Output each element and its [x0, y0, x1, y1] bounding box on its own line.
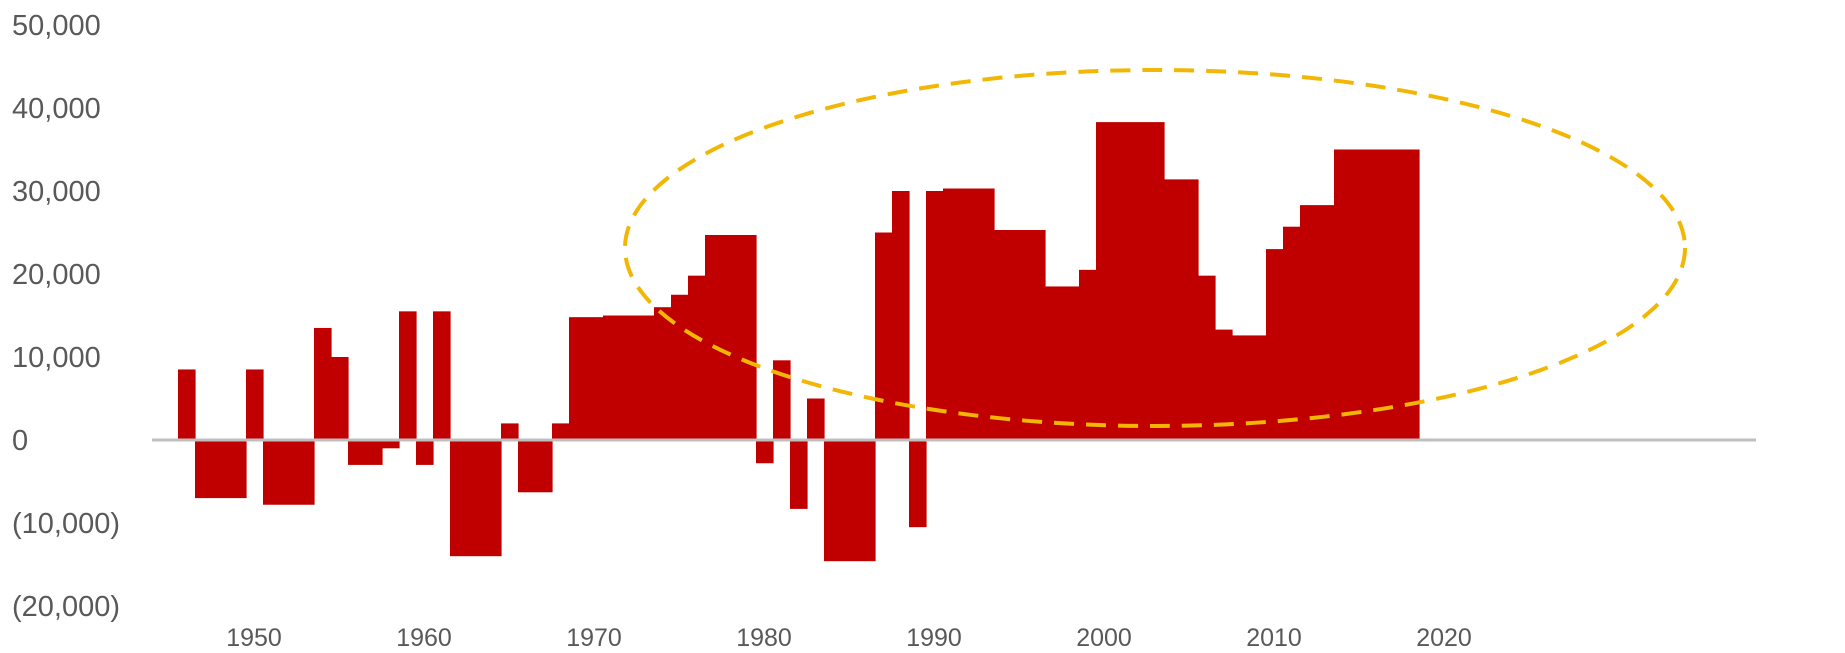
- area-segment: [1283, 226, 1301, 440]
- area-segment: [1215, 329, 1233, 440]
- x-tick-label: 2000: [1076, 624, 1132, 652]
- area-segment: [518, 440, 553, 493]
- y-tick-label: 30,000: [12, 176, 101, 208]
- y-tick-label: 50,000: [12, 10, 101, 42]
- area-segment: [671, 294, 689, 440]
- area-segment: [790, 440, 808, 509]
- area-segment: [773, 360, 791, 440]
- area-segment: [756, 440, 774, 464]
- area-segment: [654, 307, 672, 440]
- area-segment: [195, 440, 247, 499]
- y-tick-label: 0: [12, 425, 28, 457]
- area-segment: [1266, 249, 1284, 440]
- area-segment: [943, 188, 995, 440]
- area-segment: [331, 357, 349, 440]
- x-tick-label: 2020: [1416, 624, 1472, 652]
- area-segment: [1368, 149, 1420, 440]
- area-segment: [1164, 179, 1199, 440]
- y-tick-label: (10,000): [12, 508, 120, 540]
- area-segment: [348, 440, 383, 465]
- area-segment: [1334, 149, 1369, 440]
- area-segment: [1045, 286, 1080, 440]
- area-segment: [501, 423, 519, 440]
- area-segment: [399, 311, 417, 440]
- area-segment: [1300, 205, 1335, 440]
- area-segment: [603, 315, 655, 440]
- area-segment: [705, 234, 757, 440]
- x-tick-label: 1980: [736, 624, 792, 652]
- area-segment: [1096, 122, 1165, 441]
- area-segment: [450, 440, 502, 557]
- area-segment: [909, 440, 927, 528]
- chart-series: [178, 122, 1420, 562]
- x-tick-label: 1950: [226, 624, 282, 652]
- area-segment: [824, 440, 876, 562]
- y-axis: 50,000 40,000 30,000 20,000 10,000 0 (10,000) (…: [12, 10, 120, 623]
- y-tick-label: (20,000): [12, 591, 120, 623]
- area-segment: [1198, 275, 1216, 440]
- area-segment: [994, 230, 1046, 440]
- area-segment: [263, 440, 315, 505]
- area-segment: [569, 317, 604, 440]
- area-segment: [892, 191, 910, 440]
- area-segment: [688, 275, 706, 440]
- highlight-ellipse: [623, 68, 1687, 428]
- area-segment: [416, 440, 434, 465]
- x-axis: 1950 1960 1970 1980 1990 2000 2010 2020: [226, 624, 1472, 652]
- x-tick-label: 2010: [1246, 624, 1302, 652]
- area-segment: [1079, 269, 1097, 440]
- area-segment: [926, 191, 944, 440]
- area-segment: [314, 327, 332, 440]
- x-tick-label: 1990: [906, 624, 962, 652]
- area-segment: [875, 232, 893, 440]
- y-tick-label: 40,000: [12, 93, 101, 125]
- area-segment: [246, 369, 264, 440]
- area-segment: [433, 311, 451, 440]
- area-segment: [552, 423, 570, 440]
- area-segment: [382, 440, 400, 449]
- area-segment: [807, 398, 825, 440]
- y-tick-label: 20,000: [12, 259, 101, 291]
- y-tick-label: 10,000: [12, 342, 101, 374]
- x-tick-label: 1970: [566, 624, 622, 652]
- x-tick-label: 1960: [396, 624, 452, 652]
- area-segment: [178, 369, 196, 440]
